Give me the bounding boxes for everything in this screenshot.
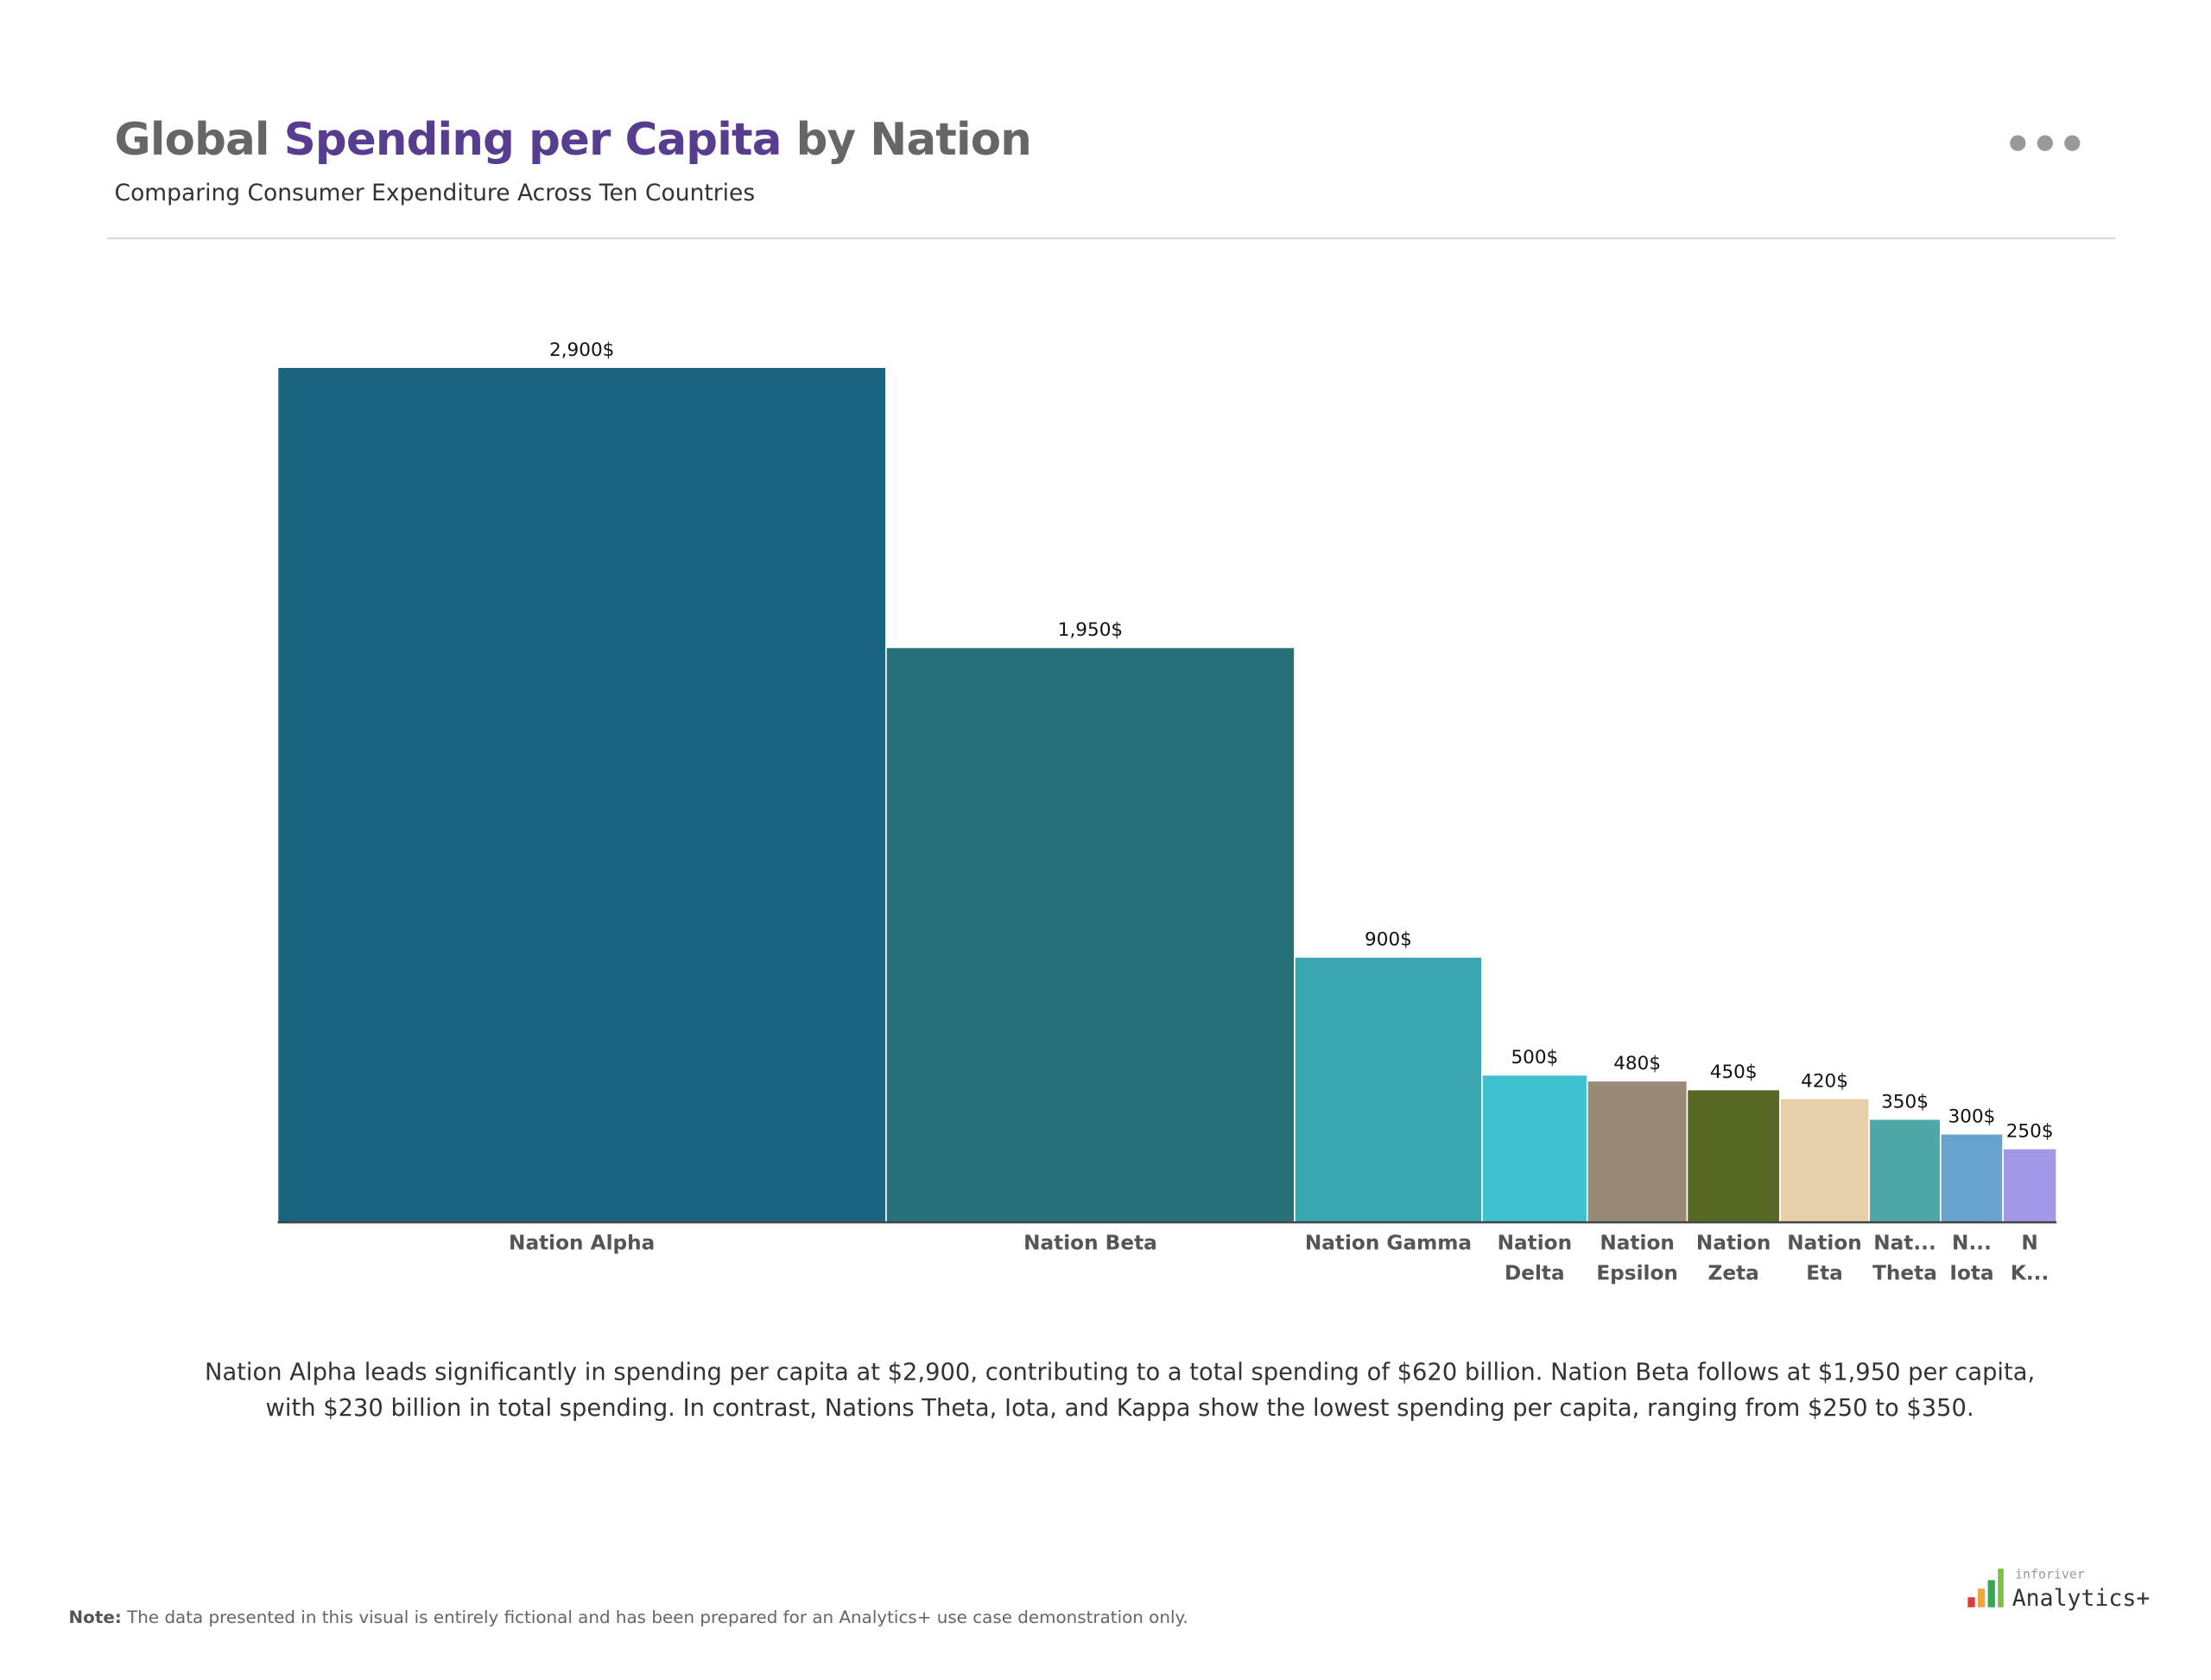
x-tick-label: N... Iota: [1949, 1232, 1993, 1285]
logo-brand: inforiver: [2015, 1567, 2085, 1582]
bar: [1940, 1132, 2004, 1223]
x-tick-label: Nation Epsilon: [1596, 1232, 1678, 1285]
data-label: 350$: [1881, 1091, 1929, 1113]
footnote: Note: The data presented in this visual …: [69, 1607, 1188, 1627]
x-tick-label: Nation Delta: [1498, 1232, 1573, 1285]
x-tick-label: N K...: [2011, 1232, 2049, 1285]
x-tick-label: Nation Eta: [1787, 1232, 1862, 1285]
chart-subtitle: Comparing Consumer Expenditure Across Te…: [114, 179, 756, 206]
bar: [2002, 1147, 2057, 1223]
bar: [885, 646, 1296, 1223]
x-tick-label: Nation Zeta: [1696, 1232, 1771, 1285]
title-part: by Nation: [795, 114, 1032, 167]
logo: inforiver Analytics+: [1967, 1567, 2151, 1612]
note-text: The data presented in this visual is ent…: [127, 1607, 1188, 1628]
data-label: 2,900$: [549, 339, 614, 361]
logo-product: Analytics+: [2012, 1585, 2151, 1612]
bar: [1481, 1074, 1588, 1223]
bar: [1294, 956, 1483, 1223]
x-tick-label: Nation Gamma: [1305, 1232, 1472, 1255]
title-highlight: Spending per Capita: [283, 114, 782, 167]
description: Nation Alpha leads significantly in spen…: [205, 1358, 2036, 1422]
data-label: 1,950$: [1058, 619, 1123, 641]
data-label: 420$: [1801, 1070, 1848, 1092]
x-tick-label: Nat... Theta: [1872, 1232, 1937, 1285]
x-tick-label: Nation Alpha: [509, 1232, 655, 1255]
chart-title: Global Spending per Capita by Nation: [114, 114, 1032, 167]
data-label: 500$: [1511, 1047, 1558, 1068]
x-tick-label: Nation Beta: [1023, 1232, 1157, 1255]
bar: [1779, 1097, 1871, 1223]
note-label: Note:: [68, 1607, 122, 1628]
chart: 2,900$ Nation Alpha 1,950$ Nation Beta 900$ N…: [276, 339, 2057, 1285]
bar: [1586, 1080, 1688, 1223]
data-label: 450$: [1710, 1062, 1758, 1083]
bar: [1686, 1088, 1781, 1223]
bar: [276, 366, 887, 1223]
title-part: Global: [114, 114, 270, 167]
separator: [107, 238, 2116, 239]
more-menu[interactable]: [2009, 135, 2083, 155]
bar: [1868, 1118, 1942, 1223]
data-label: 300$: [1948, 1106, 1996, 1127]
data-label: 900$: [1365, 929, 1412, 951]
data-label: 250$: [2006, 1120, 2054, 1142]
data-label: 480$: [1613, 1053, 1661, 1075]
